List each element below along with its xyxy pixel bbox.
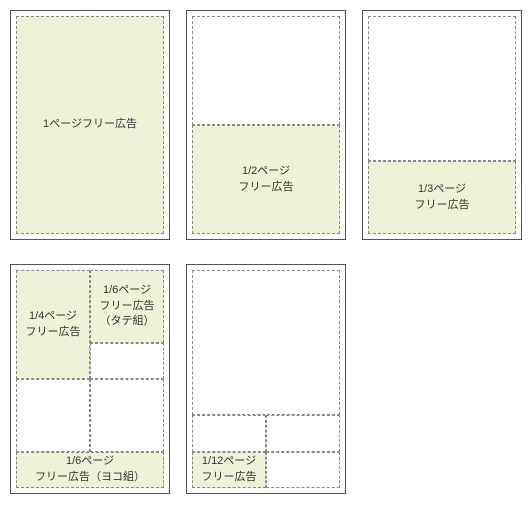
zone-bottom-half: 1/2ページ フリー広告: [192, 125, 340, 234]
zone-mid-right: [90, 343, 164, 379]
page-quarter-sixth-page: 1/4ページ フリー広告 1/6ページ フリー広告 （タテ組） 1/6ページ フリー…: [10, 264, 170, 494]
zone-upper: [192, 270, 340, 415]
zone-bottom-half-label: 1/2ページ フリー広告: [239, 164, 294, 195]
page-third-page: 1/3ページ フリー広告: [362, 10, 522, 240]
zone-bottom-third-label: 1/3ページ フリー広告: [415, 182, 470, 213]
zone-full: 1ページフリー広告: [16, 16, 164, 234]
zone-quarter: 1/4ページ フリー広告: [16, 270, 90, 379]
ad-size-grid: 1ページフリー広告 1/2ページ フリー広告 1/3ページ フリー広告 1/4ページ …: [10, 10, 520, 494]
zone-twelfth: 1/12ページ フリー広告: [192, 452, 266, 488]
page-twelfth-page: 1/12ページ フリー広告: [186, 264, 346, 494]
zone-bottom-third: 1/3ページ フリー広告: [368, 161, 516, 234]
zone-sixth-vertical-label: 1/6ページ フリー広告 （タテ組）: [100, 283, 155, 329]
zone-lower-left: [192, 415, 266, 451]
zone-bottom-right: [266, 452, 340, 488]
page-inner: 1/3ページ フリー広告: [368, 16, 516, 234]
zone-sixth-vertical: 1/6ページ フリー広告 （タテ組）: [90, 270, 164, 343]
zone-twelfth-label: 1/12ページ フリー広告: [202, 454, 257, 485]
page-inner: 1/2ページ フリー広告: [192, 16, 340, 234]
zone-sixth-horizontal-label: 1/6ページ フリー広告（ヨコ組）: [35, 454, 145, 485]
page-inner: 1/4ページ フリー広告 1/6ページ フリー広告 （タテ組） 1/6ページ フリー…: [16, 270, 164, 488]
zone-mid-right2: [90, 379, 164, 452]
page-full-page: 1ページフリー広告: [10, 10, 170, 240]
zone-mid-left: [16, 379, 90, 452]
page-inner: 1ページフリー広告: [16, 16, 164, 234]
page-inner: 1/12ページ フリー広告: [192, 270, 340, 488]
zone-sixth-horizontal: 1/6ページ フリー広告（ヨコ組）: [16, 452, 164, 488]
zone-top-two-thirds: [368, 16, 516, 161]
zone-lower-right: [266, 415, 340, 451]
page-half-page: 1/2ページ フリー広告: [186, 10, 346, 240]
zone-quarter-label: 1/4ページ フリー広告: [26, 309, 81, 340]
zone-full-label: 1ページフリー広告: [43, 117, 137, 132]
zone-top-half: [192, 16, 340, 125]
